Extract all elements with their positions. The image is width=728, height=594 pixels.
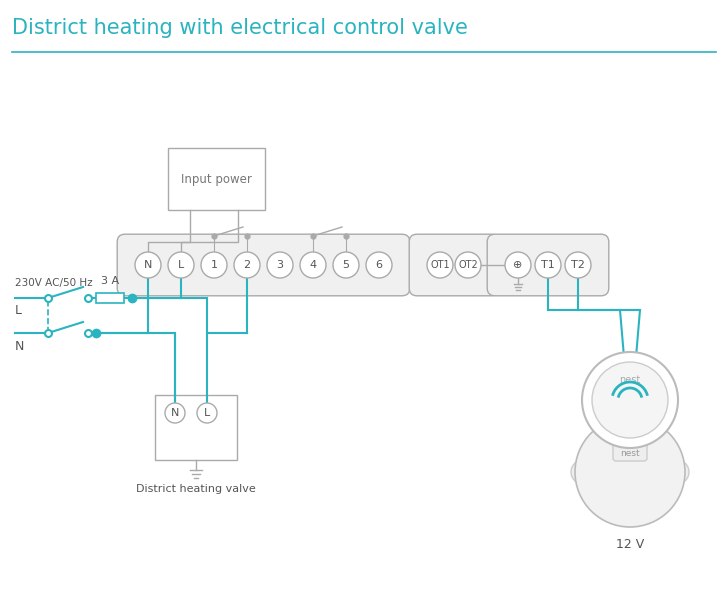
Circle shape — [300, 252, 326, 278]
Circle shape — [592, 362, 668, 438]
Circle shape — [267, 252, 293, 278]
Circle shape — [505, 252, 531, 278]
FancyBboxPatch shape — [487, 234, 609, 296]
FancyBboxPatch shape — [117, 234, 410, 296]
Text: nest: nest — [620, 450, 640, 459]
Circle shape — [571, 460, 595, 484]
Text: District heating with electrical control valve: District heating with electrical control… — [12, 18, 468, 38]
Circle shape — [165, 403, 185, 423]
Text: OT1: OT1 — [430, 260, 450, 270]
Text: 3: 3 — [277, 260, 283, 270]
FancyBboxPatch shape — [96, 293, 124, 303]
Text: L: L — [204, 408, 210, 418]
FancyBboxPatch shape — [613, 441, 647, 461]
Text: Input power: Input power — [181, 172, 252, 185]
Circle shape — [565, 252, 591, 278]
Circle shape — [575, 417, 685, 527]
Text: N: N — [171, 408, 179, 418]
Circle shape — [366, 252, 392, 278]
Text: 3 A: 3 A — [101, 276, 119, 286]
Circle shape — [455, 252, 481, 278]
FancyBboxPatch shape — [168, 148, 265, 210]
Circle shape — [197, 403, 217, 423]
Text: L: L — [15, 305, 22, 318]
Text: 12 V: 12 V — [616, 539, 644, 551]
Text: District heating valve: District heating valve — [136, 484, 256, 494]
Circle shape — [582, 352, 678, 448]
Circle shape — [201, 252, 227, 278]
Text: 230V AC/50 Hz: 230V AC/50 Hz — [15, 278, 92, 288]
Text: L: L — [178, 260, 184, 270]
Text: 1: 1 — [210, 260, 218, 270]
Circle shape — [665, 460, 689, 484]
Circle shape — [333, 252, 359, 278]
Text: nest: nest — [620, 375, 641, 385]
Circle shape — [135, 252, 161, 278]
Text: N: N — [144, 260, 152, 270]
FancyBboxPatch shape — [409, 234, 499, 296]
Text: T1: T1 — [541, 260, 555, 270]
Circle shape — [234, 252, 260, 278]
Text: 5: 5 — [342, 260, 349, 270]
Text: T2: T2 — [571, 260, 585, 270]
Text: OT2: OT2 — [458, 260, 478, 270]
Circle shape — [168, 252, 194, 278]
Text: ⊕: ⊕ — [513, 260, 523, 270]
Text: N: N — [15, 340, 24, 352]
Circle shape — [535, 252, 561, 278]
FancyBboxPatch shape — [155, 395, 237, 460]
Circle shape — [427, 252, 453, 278]
Text: 6: 6 — [376, 260, 382, 270]
Text: 2: 2 — [243, 260, 250, 270]
Text: 4: 4 — [309, 260, 317, 270]
